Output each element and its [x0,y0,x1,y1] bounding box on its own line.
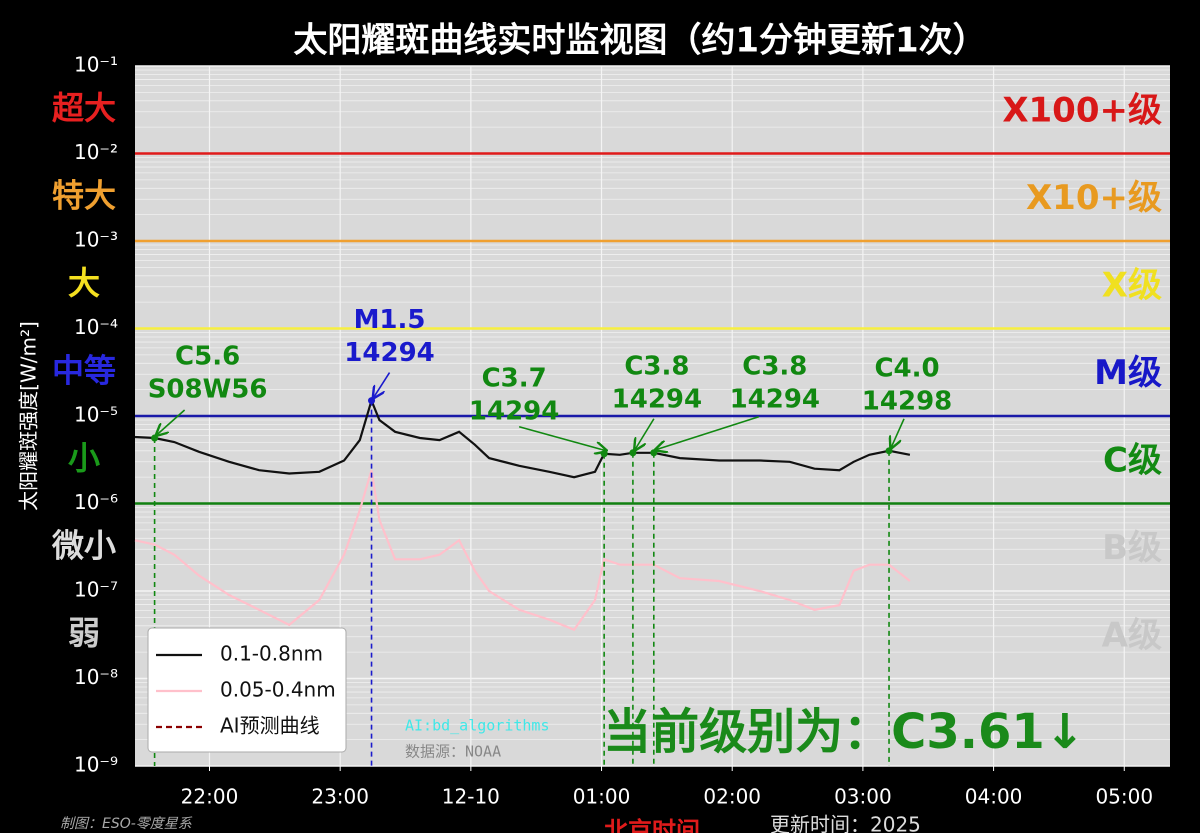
y-tick-label: 10⁻³ [74,228,118,252]
annotation-label: 14294 [730,384,820,414]
annotation-arrow [374,372,391,398]
annotation-label: C3.8 [742,351,807,381]
series-line [134,397,911,479]
y-tick-label: 10⁻⁷ [74,578,118,602]
level-name: 特大 [52,176,116,214]
series-line [134,469,911,632]
x-tick-label: 22:00 [181,785,239,809]
y-tick-label: 10⁻⁸ [74,665,118,689]
annotation-point [151,434,159,442]
annotation-label: C3.8 [624,351,689,381]
annotation-arrow [157,409,186,435]
y-tick-label: 10⁻⁹ [74,753,118,777]
annotation-point [885,447,893,455]
annotation-label: 14294 [469,396,559,426]
annotation-label: M1.5 [354,305,426,335]
annotation-point [629,449,637,457]
annotation-arrow [635,418,655,450]
y-tick-label: 10⁻⁵ [74,403,118,427]
y-tick-label: 10⁻⁶ [74,490,118,514]
level-name: 微小 [51,526,116,564]
annotation-label: 14298 [862,386,952,416]
y-tick-label: 10⁻² [74,140,118,164]
y-tick-label: 10⁻¹ [74,53,118,77]
annotation-arrow [518,426,606,451]
x-tick-label: 12-10 [442,785,500,809]
level-name: 小 [68,439,100,477]
level-name: 大 [68,264,100,302]
level-name: 弱 [68,614,100,652]
class-label: C级 [1103,440,1162,480]
credit: AI:bd_algorithms [405,717,550,735]
annotation-point [600,450,608,458]
level-name: 超大 [52,89,116,127]
annotation-label: 14294 [344,338,434,368]
class-label: A级 [1102,615,1162,655]
class-label: M级 [1094,353,1162,393]
current-level: 当前级别为：C3.61↓ [603,704,1085,760]
chart-title: 太阳耀斑曲线实时监视图（约1分钟更新1次） [293,21,986,61]
class-label: B级 [1102,528,1162,568]
legend-box [147,627,347,753]
x-tick-label: 05:00 [1095,785,1153,809]
x-tick-label: 23:00 [311,785,369,809]
annotation-arrow [891,418,905,448]
legend-label: 0.1-0.8nm [220,642,323,666]
annotation-arrow [656,416,760,450]
annotation-label: C4.0 [874,353,939,383]
class-label: X10+级 [1026,178,1162,218]
legend-label: AI预测曲线 [220,714,320,738]
x-tick-label: 04:00 [965,785,1023,809]
legend-label: 0.05-0.4nm [220,678,336,702]
annotation-point [368,397,376,405]
data-source: 数据源：NOAA [405,743,501,761]
y-tick-label: 10⁻⁴ [74,315,118,339]
annotation-label: S08W56 [148,375,268,405]
annotation-label: C3.7 [482,363,547,393]
class-label: X100+级 [1002,90,1162,130]
x-tick-label: 02:00 [703,785,761,809]
annotation-label: C5.6 [175,342,240,372]
footer-update: 更新时间：2025 [770,813,921,833]
level-name: 中等 [52,351,116,389]
x-tick-label: 01:00 [573,785,631,809]
class-label: X级 [1102,265,1162,305]
annotation-label: 14294 [612,384,702,414]
y-axis-label: 太阳耀斑强度[W/m²] [17,321,41,511]
footer-author: 制图：ESO-零度星系 [60,816,193,832]
x-tick-label: 03:00 [834,785,892,809]
x-axis-label: 北京时间 [604,817,700,833]
